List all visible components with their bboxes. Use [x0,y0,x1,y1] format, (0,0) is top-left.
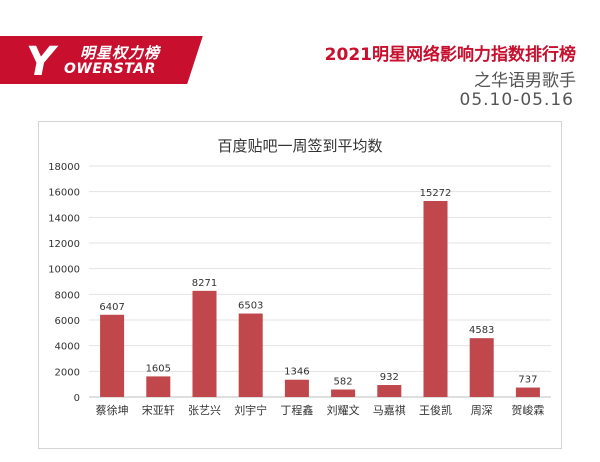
x-tick-label: 张艺兴 [188,404,221,417]
data-label: 15272 [420,188,452,199]
y-axis-ticks: 0 2000 4000 6000 8000 10000 12000 14000 16000 180… [48,162,80,404]
y-tick-label: 0 [74,393,80,404]
bar [515,387,540,397]
y-tick-label: 8000 [55,290,80,301]
data-label: 1346 [284,367,309,378]
x-tick-label: 蔡徐坤 [96,403,129,417]
bar [469,338,494,397]
data-label: 932 [380,372,399,383]
y-tick-label: 14000 [48,213,80,224]
bar [146,376,171,397]
logo-chinese-text: 明星权力榜 [80,44,161,62]
bar [377,385,402,397]
logo-mark: Y [26,39,55,85]
x-tick-label: 王俊凯 [419,403,452,417]
bar [284,379,309,397]
data-label: 4583 [469,325,494,336]
date-range: 05.10-05.16 [459,90,574,110]
data-label: 8271 [192,278,217,289]
x-tick-label: 刘宇宁 [234,403,267,417]
logo-english-text: OWERSTAR [64,61,156,77]
x-tick-label: 马嘉祺 [373,403,406,417]
bar [100,314,125,397]
page-subtitle: 之华语男歌手 [474,71,576,91]
chart-title: 百度贴吧一周签到平均数 [217,137,382,155]
y-tick-label: 6000 [55,316,80,327]
x-tick-label: 丁程鑫 [280,403,313,417]
x-tick-label: 刘耀文 [327,403,360,417]
x-tick-label: 周深 [471,404,493,417]
data-label: 1605 [146,363,171,374]
data-label: 6503 [238,301,263,312]
x-axis-ticks: 蔡徐坤 宋亚轩 张艺兴 刘宇宁 丁程鑫 刘耀文 马嘉祺 王俊凯 周深 贺峻霖 [96,403,545,417]
bars [100,201,540,397]
chart-card: 百度贴吧一周签到平均数 0 2000 4000 6000 8000 10000 12000 1… [38,121,562,449]
bar [192,290,217,397]
data-label: 6407 [99,302,124,313]
bar-chart: 百度贴吧一周签到平均数 0 2000 4000 6000 8000 10000 12000 1… [48,137,551,417]
y-tick-label: 12000 [48,239,80,250]
y-tick-label: 4000 [55,342,80,353]
y-tick-label: 2000 [55,367,80,378]
bar [331,389,356,397]
page-title: 2021明星网络影响力指数排行榜 [324,45,576,65]
x-tick-label: 宋亚轩 [142,403,175,417]
grid-lines [89,165,551,398]
data-label: 737 [518,375,537,386]
bar [423,201,448,397]
y-tick-label: 18000 [48,162,80,173]
y-tick-label: 16000 [48,188,80,199]
data-labels: 6407 1605 8271 6503 1346 582 932 15272 4583 737 [99,188,537,388]
x-tick-label: 贺峻霖 [511,403,544,417]
bar [238,313,263,397]
y-tick-label: 10000 [48,265,80,276]
data-label: 582 [334,377,353,388]
header-banner: Y 明星权力榜 OWERSTAR 2021明星网络影响力指数排行榜 之华语男歌手… [0,0,600,120]
